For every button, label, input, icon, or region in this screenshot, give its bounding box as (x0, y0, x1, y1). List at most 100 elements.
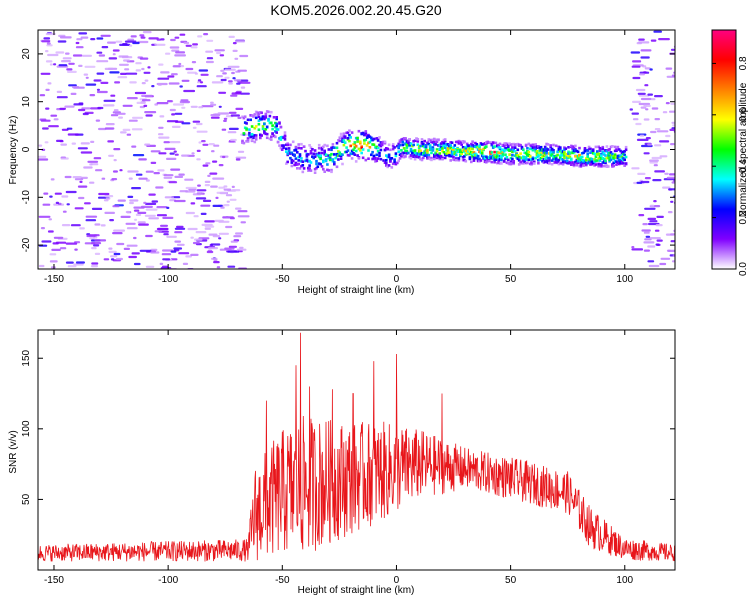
spectrogram-cell (323, 143, 326, 147)
spectrogram-cell (204, 225, 215, 228)
spectrogram-cell (461, 140, 465, 143)
spectrogram-cell (587, 145, 591, 149)
spectrogram-cell (367, 149, 370, 152)
spectrogram-cell (623, 158, 626, 162)
spectrogram-cell (242, 132, 246, 135)
spectrogram-cell (108, 250, 117, 253)
spectrogram-cell (665, 102, 670, 105)
spectrogram-cell (445, 148, 448, 152)
spectrogram-cell (579, 161, 583, 164)
spectrogram-cell (96, 60, 109, 63)
spectrogram-cell (174, 199, 186, 203)
spectrogram-cell (516, 157, 520, 160)
spectrogram-cell (533, 162, 536, 165)
spectrogram-cell (533, 160, 536, 164)
spectrogram-cell (59, 36, 72, 39)
spectrogram-cell (601, 147, 605, 151)
spectrogram-cell (353, 146, 357, 149)
spectrogram-cell (397, 159, 400, 163)
spectrogram-cell (156, 214, 167, 217)
spectrogram-cell (412, 139, 415, 143)
spectrogram-cell (328, 156, 332, 160)
spectrogram-cell (96, 72, 105, 75)
spectrogram-cell (463, 155, 466, 158)
spectrogram-cell (339, 157, 343, 160)
spectrogram-cell (611, 152, 614, 156)
spectrogram-cell (507, 144, 510, 147)
spectrogram-cell (330, 152, 333, 156)
spectrogram-cell (330, 168, 333, 172)
spectrogram-cell (305, 153, 309, 157)
spectrogram-cell (84, 202, 91, 205)
spectrogram-cell (482, 142, 485, 146)
spectrogram-cell (230, 94, 238, 97)
snr-xlabel: Height of straight line (km) (298, 585, 415, 596)
spectrogram-cell (364, 132, 368, 135)
spectrogram-cell (291, 153, 295, 156)
spectrogram-cell (553, 161, 557, 164)
spectrogram-cell (346, 149, 350, 152)
spectrogram-cell (242, 141, 246, 145)
spectrogram-cell (218, 232, 229, 235)
spectrogram-cell (372, 154, 376, 158)
spectrogram-cell (61, 128, 69, 131)
spectrogram-cell (535, 145, 539, 148)
spectrogram-cell (572, 149, 576, 153)
spectrogram-cell (41, 240, 52, 243)
spectrogram-cell (113, 252, 121, 256)
spectrogram-cell (168, 181, 178, 184)
spectrogram-cell (557, 148, 561, 151)
spectrogram-cell (112, 49, 120, 52)
spectrogram-cell (150, 251, 160, 254)
spectrogram-cell (431, 138, 435, 142)
spectrogram-cell (426, 141, 429, 145)
spectrogram-cell (169, 141, 181, 144)
spectrogram-cell (426, 149, 429, 152)
spectrogram-cell (409, 157, 413, 160)
spectrogram-cell (223, 117, 228, 120)
spectrogram-cell (645, 235, 651, 238)
spectrogram-cell (632, 118, 639, 121)
spectrogram-cell (254, 125, 258, 128)
spectrogram-cell (313, 149, 317, 152)
spectrogram-cell (391, 162, 395, 166)
spectrogram-cell (582, 164, 585, 167)
spectrogram-cell (461, 158, 465, 162)
spectrogram-cell (354, 160, 358, 163)
spectrogram-cell (205, 60, 214, 64)
spectrogram-cell (260, 117, 263, 121)
spectrogram-cell (400, 138, 403, 141)
spectrogram-cell (638, 94, 650, 97)
spectrogram-cell (80, 36, 89, 39)
spectrogram-cell (623, 150, 626, 153)
spectrogram-cell (441, 140, 444, 144)
spectrogram-cell (174, 231, 183, 234)
spectrogram-cell (643, 241, 655, 244)
spectrogram-cell (339, 132, 343, 136)
spectrogram-cell (533, 145, 536, 148)
spectrogram-cell (419, 153, 422, 156)
spectrogram-cell (66, 68, 73, 71)
spectrogram-cell (460, 142, 463, 146)
spectrogram-x-ticks: -150 -100 -50 0 50 100 (44, 30, 634, 285)
spectrogram-cell (309, 149, 313, 153)
spectrogram-cell (398, 140, 402, 144)
spectrogram-cell (293, 149, 296, 152)
spectrogram-cell (504, 142, 507, 145)
spectrogram-cell (289, 152, 292, 155)
spectrogram-cell (629, 108, 633, 111)
spectrogram-cell (468, 156, 472, 159)
spectrogram-cell (309, 161, 313, 164)
spectrogram-cell (538, 151, 542, 155)
spectrogram-cell (337, 154, 340, 157)
spectrogram-cell (574, 148, 577, 152)
spectrogram-cell (261, 115, 265, 118)
spectrogram-cell (645, 108, 649, 111)
spectrogram-cell (508, 153, 511, 156)
spectrogram-cell (580, 158, 584, 162)
spectrogram-cell (379, 148, 383, 152)
spectrogram-cell (546, 148, 550, 151)
spectrogram-cell (248, 134, 251, 137)
spectrogram-cell (93, 244, 100, 247)
spectrogram-cell (232, 77, 236, 80)
